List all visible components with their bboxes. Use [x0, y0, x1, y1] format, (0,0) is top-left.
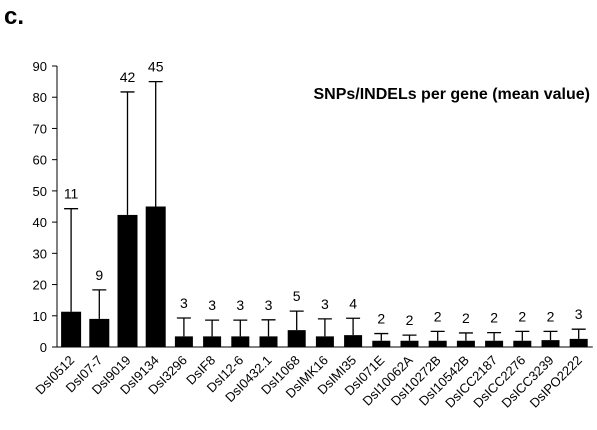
value-label: 2 [547, 308, 555, 324]
value-label: 2 [377, 311, 385, 327]
y-tick-label: 80 [33, 90, 47, 105]
value-label: 3 [265, 297, 273, 313]
value-label: 2 [406, 312, 414, 328]
value-label: 2 [462, 310, 470, 326]
error-bar [176, 317, 191, 337]
error-bar [120, 91, 135, 215]
value-label: 3 [321, 296, 329, 312]
bar [89, 318, 110, 347]
bar [541, 340, 560, 347]
bar [61, 311, 82, 347]
error-bar [487, 331, 502, 341]
value-label: 11 [64, 186, 79, 202]
value-label: 2 [490, 310, 498, 326]
value-label: 42 [120, 69, 136, 85]
error-bar [317, 318, 332, 337]
bar [145, 206, 166, 347]
error-bar [64, 208, 79, 312]
value-label: 9 [95, 267, 103, 283]
bar [117, 214, 138, 347]
y-tick-label: 10 [33, 309, 47, 324]
error-bar [148, 80, 163, 207]
error-bar [458, 332, 473, 341]
bar [400, 340, 419, 347]
error-bar [430, 330, 445, 341]
error-bar [402, 334, 417, 341]
bar [174, 336, 193, 347]
y-tick-label: 60 [33, 153, 47, 168]
bar [344, 335, 363, 347]
error-bar [261, 319, 276, 337]
panel-label: c. [4, 3, 24, 30]
bar [231, 336, 250, 347]
bar [315, 336, 334, 347]
error-bar [92, 289, 107, 319]
error-bar [515, 330, 530, 341]
value-label: 2 [518, 308, 526, 324]
value-label: 3 [236, 297, 244, 313]
error-bar [289, 310, 304, 331]
bar [259, 336, 278, 347]
value-label: 45 [148, 59, 164, 75]
bar [569, 338, 588, 347]
y-tick-label: 70 [33, 121, 47, 136]
value-label: 3 [575, 306, 583, 322]
bar [203, 336, 222, 347]
value-label: 3 [208, 297, 216, 313]
error-bar [205, 319, 220, 337]
error-bar [346, 317, 361, 336]
value-label: 4 [349, 295, 357, 311]
error-bar [543, 330, 558, 341]
bar [428, 340, 447, 347]
y-tick-label: 20 [33, 278, 47, 293]
bar [372, 340, 391, 347]
y-tick-label: 40 [33, 215, 47, 230]
y-tick-label: 0 [40, 340, 47, 355]
bar [456, 340, 475, 347]
value-label: 2 [434, 308, 442, 324]
y-tick-label: 30 [33, 246, 47, 261]
y-tick-label: 90 [33, 59, 47, 74]
error-bar [233, 319, 248, 337]
y-tick-label: 50 [33, 184, 47, 199]
chart-title: SNPs/INDELs per gene (mean value) [313, 86, 590, 103]
value-label: 3 [180, 295, 188, 311]
error-bar [571, 328, 586, 339]
bar [513, 340, 532, 347]
error-bar [374, 332, 389, 341]
bar [287, 330, 306, 347]
value-label: 5 [293, 288, 301, 304]
bar [485, 340, 504, 347]
